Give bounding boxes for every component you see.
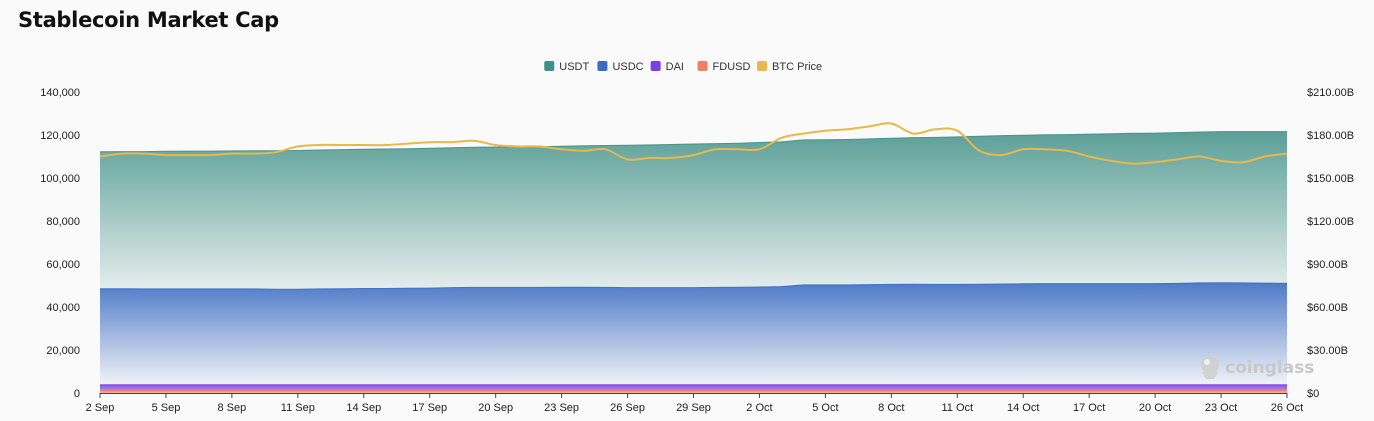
page-title: Stablecoin Market Cap xyxy=(18,8,279,32)
y-left-tick-label: 40,000 xyxy=(46,302,80,314)
y-right-tick-label: $120.00B xyxy=(1307,216,1354,228)
line-btc-price xyxy=(99,122,1288,165)
x-tick-label: 14 Sep xyxy=(346,402,381,414)
y-right-tick-label: $180.00B xyxy=(1307,130,1354,142)
area-usdc xyxy=(100,282,1287,385)
area-usdt xyxy=(100,131,1287,290)
area-edge-usdt xyxy=(99,131,1287,153)
y-left-tick-label: 60,000 xyxy=(46,259,80,271)
legend-label-dai: DAI xyxy=(666,61,684,73)
area-fdusd xyxy=(100,390,1287,393)
y-left-tick-label: 0 xyxy=(74,388,80,400)
y-right-tick-label: $0 xyxy=(1307,388,1319,400)
legend-swatch-usdc xyxy=(597,61,608,71)
y-right-tick-label: $30.00B xyxy=(1307,345,1348,357)
area-dai xyxy=(100,384,1287,391)
y-right-tick-label: $210.00B xyxy=(1307,87,1354,99)
x-tick-label: 5 Oct xyxy=(812,402,838,414)
x-tick-label: 20 Sep xyxy=(478,402,513,414)
legend-label-usdc: USDC xyxy=(612,61,643,73)
y-right-tick-label: $150.00B xyxy=(1307,173,1354,185)
x-tick-label: 2 Sep xyxy=(86,402,115,414)
x-tick-label: 26 Oct xyxy=(1271,402,1303,414)
legend: USDT USDC DAI FDUSD BTC Price xyxy=(544,61,822,73)
watermark-group: coinglass xyxy=(1201,356,1314,379)
y-left-tick-label: 140,000 xyxy=(40,87,80,99)
watermark: coinglass xyxy=(1225,358,1314,378)
area-edge-usdc xyxy=(100,282,1288,290)
legend-swatch-usdt xyxy=(544,61,555,71)
x-tick-label: 17 Oct xyxy=(1073,402,1105,414)
y-left-tick-label: 20,000 xyxy=(46,345,80,357)
x-tick-label: 29 Sep xyxy=(676,402,711,414)
coinglass-logo-icon xyxy=(1201,356,1219,379)
x-tick-label: 23 Sep xyxy=(544,402,579,414)
x-axis: 2 Sep 5 Sep 8 Sep 11 Sep 14 Sep 17 Sep 20 Sep 2… xyxy=(86,393,1303,414)
legend-label-usdt: USDT xyxy=(559,61,589,73)
legend-swatch-fdusd xyxy=(697,61,708,71)
x-tick-label: 17 Sep xyxy=(412,402,447,414)
line-layers xyxy=(99,122,1288,165)
x-tick-label: 2 Oct xyxy=(746,402,772,414)
y-axis-left: 0 20,000 40,000 60,000 80,000 100,000 120,000 1… xyxy=(40,87,80,400)
y-left-tick-label: 80,000 xyxy=(46,216,80,228)
x-tick-label: 14 Oct xyxy=(1007,402,1039,414)
legend-swatch-btc-price xyxy=(757,61,768,71)
y-left-tick-label: 100,000 xyxy=(40,173,80,185)
y-right-tick-label: $60.00B xyxy=(1307,302,1348,314)
x-tick-label: 8 Sep xyxy=(218,402,247,414)
x-tick-label: 23 Oct xyxy=(1205,402,1237,414)
y-right-tick-label: $90.00B xyxy=(1307,259,1348,271)
x-tick-label: 26 Sep xyxy=(610,402,645,414)
x-tick-label: 8 Oct xyxy=(878,402,904,414)
x-tick-label: 11 Sep xyxy=(281,402,315,414)
legend-swatch-dai xyxy=(650,61,661,71)
y-left-tick-label: 120,000 xyxy=(40,130,80,142)
legend-label-fdusd: FDUSD xyxy=(713,61,751,73)
y-axis-right: $0 $30.00B $60.00B $90.00B $120.00B $150.00B $… xyxy=(1307,87,1354,400)
x-tick-label: 20 Oct xyxy=(1139,402,1171,414)
area-layers xyxy=(99,131,1288,393)
x-tick-label: 11 Oct xyxy=(941,402,973,414)
legend-label-btc-price: BTC Price xyxy=(772,61,822,73)
x-tick-label: 5 Sep xyxy=(152,402,181,414)
